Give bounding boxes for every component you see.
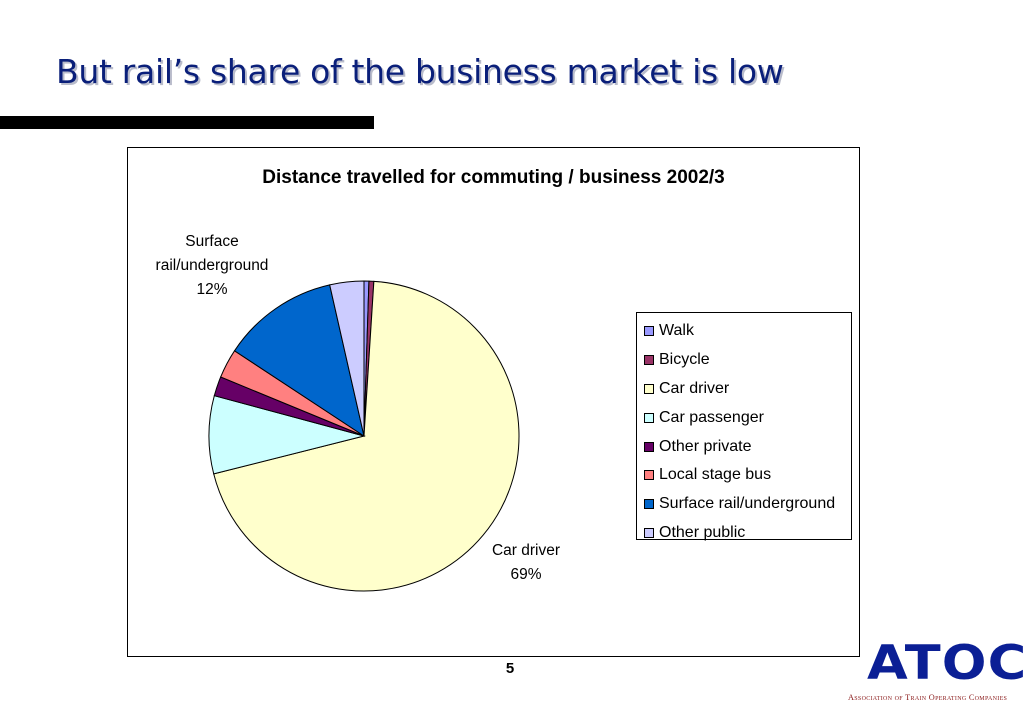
legend-item: Car driver	[637, 375, 851, 404]
pie-plot-area	[208, 280, 520, 592]
page-number: 5	[505, 660, 515, 677]
legend-label: Surface rail/underground	[659, 495, 836, 513]
legend-swatch	[644, 499, 654, 510]
legend-swatch	[644, 527, 654, 538]
atoc-logo: ATOC Association of Train Operating Comp…	[846, 638, 1023, 708]
legend-swatch	[644, 412, 654, 423]
legend-swatch	[644, 470, 654, 481]
legend-swatch	[644, 383, 654, 394]
legend-item: Walk	[637, 317, 851, 346]
slide-title: But rail’s share of the business market …	[56, 52, 784, 91]
data-label-line: 69%	[510, 566, 542, 583]
data-label-surface-rail: Surface rail/underground 12%	[142, 230, 282, 302]
legend-label: Other public	[659, 523, 746, 541]
data-label-line: Car driver	[491, 542, 561, 559]
pie-chart: Distance travelled for commuting / busin…	[127, 147, 860, 657]
pie-slice-surface-rail-underground	[233, 284, 365, 438]
title-underline-bar	[0, 116, 374, 129]
data-label-car-driver: Car driver 69%	[475, 539, 577, 587]
legend-item: Car passenger	[637, 403, 851, 432]
atoc-logo-wordmark: ATOC	[867, 636, 1023, 691]
legend-swatch	[644, 441, 654, 452]
legend-item: Other public	[637, 519, 851, 548]
legend-label: Local stage bus	[659, 466, 772, 484]
legend-label: Car passenger	[659, 408, 764, 426]
legend-item: Local stage bus	[637, 461, 851, 490]
chart-title: Distance travelled for commuting / busin…	[262, 167, 725, 188]
chart-legend: Walk Bicycle Car driver Car passenger Other …	[636, 312, 852, 541]
legend-swatch	[644, 326, 654, 337]
legend-item: Surface rail/underground	[637, 490, 851, 519]
data-label-line: 12%	[196, 281, 228, 298]
legend-item: Bicycle	[637, 346, 851, 375]
pie-slice-car-driver	[213, 280, 520, 592]
legend-swatch	[644, 355, 654, 366]
pie-slice-other-public	[329, 280, 365, 437]
data-label-line: Surface	[185, 233, 239, 250]
legend-label: Car driver	[659, 379, 730, 397]
atoc-logo-tagline: Association of Train Operating Companies	[848, 693, 1008, 702]
legend-item: Other private	[637, 432, 851, 461]
legend-label: Other private	[659, 437, 752, 455]
data-label-line: rail/underground	[155, 257, 269, 274]
legend-label: Bicycle	[659, 351, 710, 369]
legend-label: Walk	[659, 322, 694, 340]
